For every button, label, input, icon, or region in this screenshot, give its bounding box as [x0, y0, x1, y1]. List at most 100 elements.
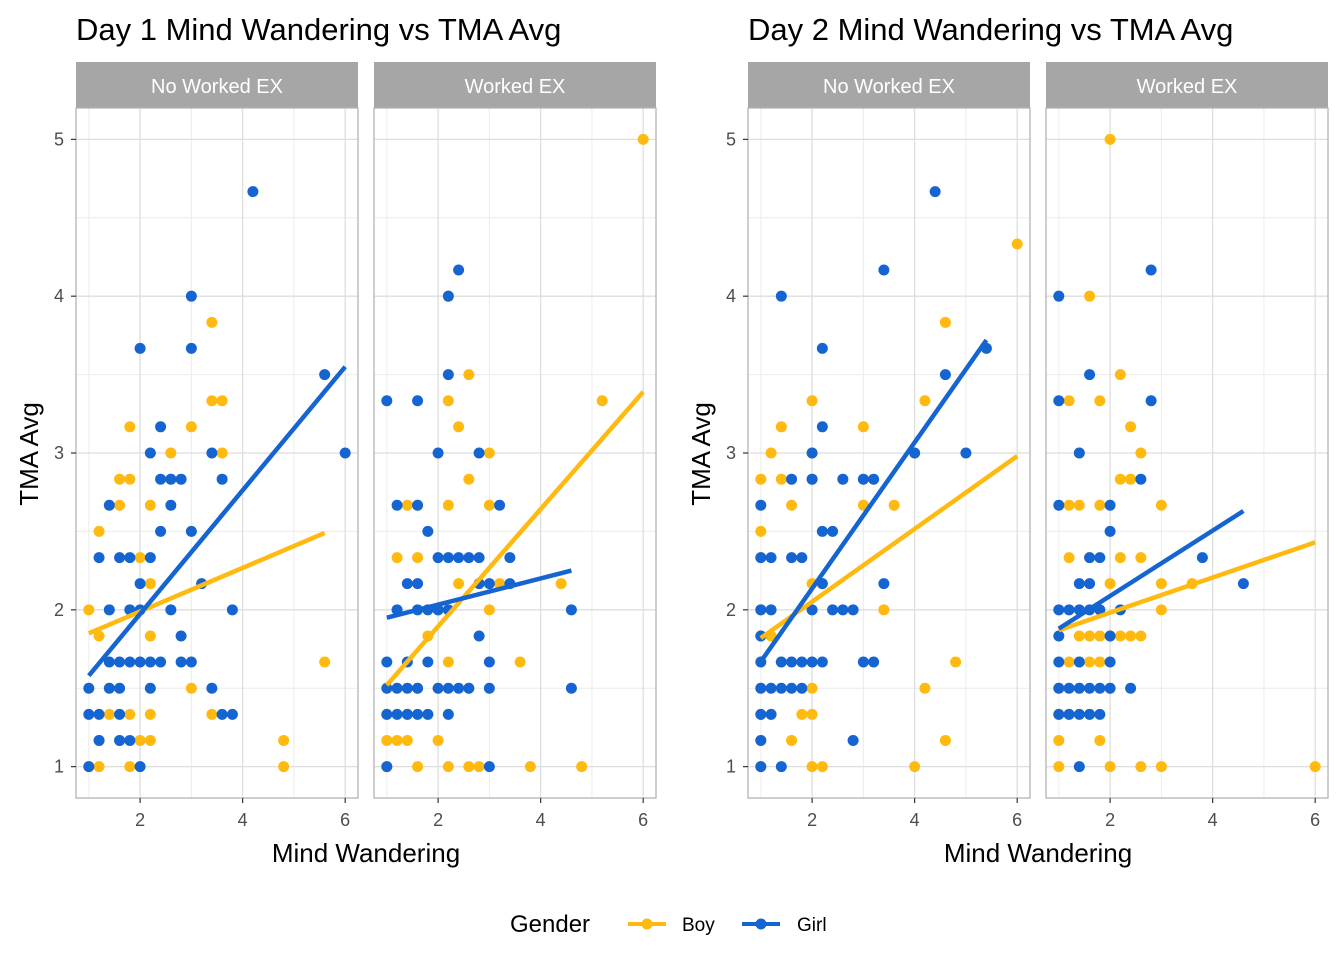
- data-point-girl: [868, 473, 880, 485]
- data-point-girl: [1145, 264, 1157, 276]
- data-point-girl: [463, 682, 475, 694]
- data-point-boy: [637, 133, 649, 145]
- data-point-girl: [226, 708, 238, 720]
- data-point-boy: [401, 734, 413, 746]
- data-point-girl: [1073, 682, 1085, 694]
- fit-line-boy: [385, 390, 645, 687]
- plot-day2: Day 2 Mind Wandering vs TMA Avg No Worke…: [686, 12, 1329, 868]
- data-point-boy: [124, 421, 136, 433]
- data-point-girl: [185, 525, 197, 537]
- data-point-girl: [755, 499, 767, 511]
- data-point-girl: [432, 682, 444, 694]
- data-point-boy: [93, 761, 105, 773]
- facet-panel: Worked EX 2 4 6: [1045, 62, 1329, 830]
- data-point-boy: [453, 421, 465, 433]
- data-point-boy: [83, 604, 95, 616]
- legend-item-boy: Boy: [628, 915, 715, 936]
- data-point-girl: [381, 708, 393, 720]
- data-point-girl: [775, 290, 787, 302]
- data-point-boy: [1011, 238, 1023, 250]
- data-point-girl: [442, 290, 454, 302]
- data-point-girl: [775, 682, 787, 694]
- plot-title: Day 2 Mind Wandering vs TMA Avg: [748, 12, 1233, 47]
- fit-line-girl: [758, 338, 989, 663]
- facet-panel: No Worked EX 2 4 6 1 2 3 4 5: [54, 62, 359, 830]
- data-point-boy: [796, 708, 808, 720]
- x-tick-label: 6: [638, 810, 648, 830]
- data-point-girl: [1094, 682, 1106, 694]
- data-point-girl: [442, 682, 454, 694]
- data-point-girl: [765, 552, 777, 564]
- data-point-girl: [83, 682, 95, 694]
- data-point-boy: [755, 473, 767, 485]
- data-point-girl: [755, 734, 767, 746]
- data-point-girl: [878, 578, 890, 590]
- data-point-girl: [806, 473, 818, 485]
- data-point-boy: [463, 473, 475, 485]
- data-point-girl: [412, 682, 424, 694]
- data-point-boy: [103, 708, 115, 720]
- data-point-girl: [124, 552, 136, 564]
- data-point-boy: [144, 578, 156, 590]
- data-point-girl: [114, 708, 126, 720]
- data-point-boy: [806, 761, 818, 773]
- data-point-girl: [816, 656, 828, 668]
- data-point-boy: [206, 395, 218, 407]
- data-point-boy: [1155, 761, 1167, 773]
- data-point-girl: [765, 682, 777, 694]
- data-point-boy: [1073, 499, 1085, 511]
- data-point-boy: [939, 316, 951, 328]
- data-point-girl: [175, 656, 187, 668]
- data-point-boy: [1104, 578, 1116, 590]
- data-point-girl: [1094, 604, 1106, 616]
- data-point-boy: [1063, 499, 1075, 511]
- data-point-boy: [1125, 421, 1137, 433]
- x-tick-label: 6: [1012, 810, 1022, 830]
- data-point-girl: [960, 447, 972, 459]
- data-point-girl: [391, 682, 403, 694]
- data-point-girl: [165, 604, 177, 616]
- data-point-girl: [1135, 473, 1147, 485]
- data-point-girl: [796, 552, 808, 564]
- data-point-girl: [412, 499, 424, 511]
- data-point-girl: [483, 578, 495, 590]
- data-point-girl: [878, 264, 890, 276]
- x-tick-label: 6: [1310, 810, 1320, 830]
- data-point-girl: [837, 473, 849, 485]
- panel-border: [1045, 107, 1329, 799]
- x-axis-title: Mind Wandering: [272, 838, 460, 868]
- legend-label: Girl: [797, 915, 827, 936]
- data-point-girl: [1084, 578, 1096, 590]
- data-point-boy: [1104, 133, 1116, 145]
- data-point-girl: [442, 708, 454, 720]
- data-point-boy: [185, 682, 197, 694]
- data-point-girl: [1084, 682, 1096, 694]
- data-point-boy: [1073, 630, 1085, 642]
- data-point-girl: [175, 473, 187, 485]
- data-point-boy: [1094, 630, 1106, 642]
- data-point-boy: [124, 761, 136, 773]
- strip-label: No Worked EX: [823, 76, 955, 98]
- data-point-boy: [1104, 761, 1116, 773]
- data-point-boy: [442, 761, 454, 773]
- strip-background: [76, 62, 358, 108]
- x-tick-label: 4: [536, 810, 546, 830]
- data-point-boy: [144, 708, 156, 720]
- data-point-boy: [1084, 630, 1096, 642]
- data-point-boy: [1094, 395, 1106, 407]
- data-point-boy: [1125, 630, 1137, 642]
- data-point-girl: [1063, 604, 1075, 616]
- data-point-girl: [453, 264, 465, 276]
- data-point-boy: [950, 656, 962, 668]
- y-tick-label: 2: [726, 600, 736, 620]
- data-point-boy: [1063, 395, 1075, 407]
- data-point-girl: [1094, 708, 1106, 720]
- data-point-girl: [1125, 682, 1137, 694]
- data-point-girl: [1084, 708, 1096, 720]
- data-point-boy: [1135, 761, 1147, 773]
- data-point-boy: [524, 761, 536, 773]
- data-point-girl: [226, 604, 238, 616]
- data-point-girl: [1053, 395, 1065, 407]
- data-point-girl: [857, 473, 869, 485]
- data-point-girl: [144, 447, 156, 459]
